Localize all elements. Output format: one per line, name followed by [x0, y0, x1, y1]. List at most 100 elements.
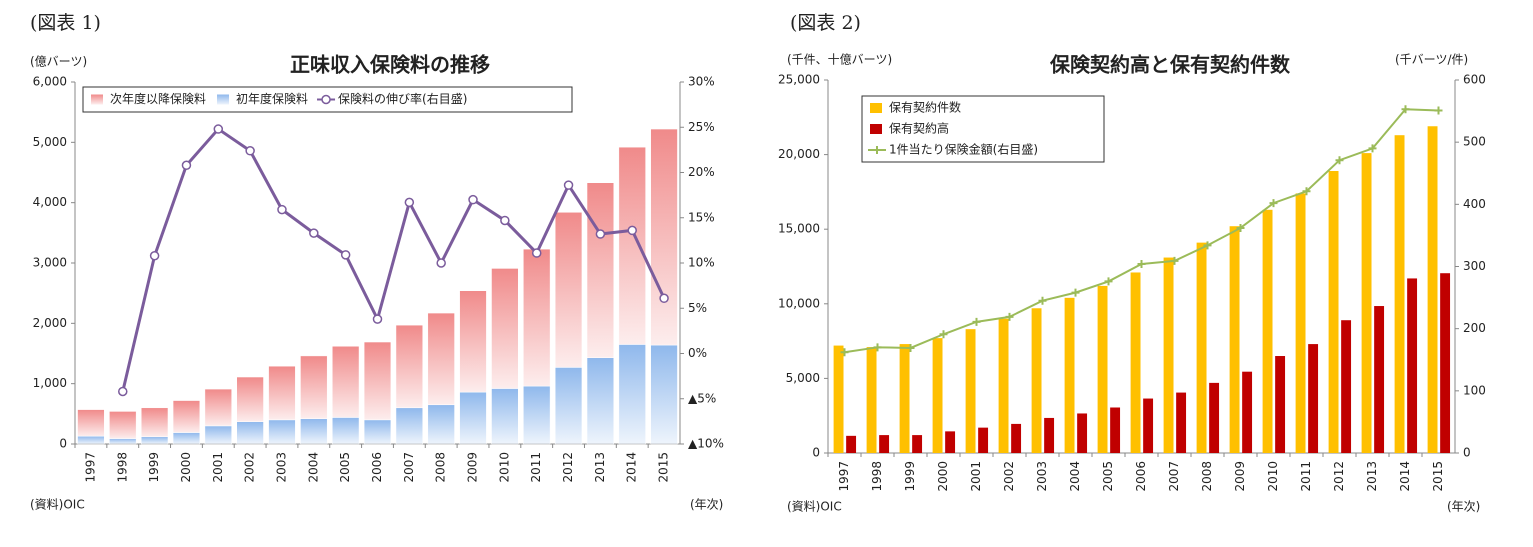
legend-swatch — [321, 94, 331, 105]
bar — [1196, 242, 1207, 453]
x-tick-label: 2011 — [1299, 461, 1313, 492]
x-tick-label: 2005 — [338, 452, 352, 483]
bar — [650, 344, 678, 445]
line-marker — [1269, 199, 1278, 208]
bar — [1064, 297, 1075, 453]
line-marker — [627, 225, 637, 236]
bar — [363, 341, 392, 421]
line-marker — [213, 124, 224, 134]
x-tick-label: 2007 — [402, 452, 416, 483]
bar — [1275, 356, 1286, 453]
x-tick-label: 2013 — [1365, 461, 1379, 492]
line-marker — [340, 250, 351, 260]
y-tick-label: 10,000 — [778, 296, 820, 310]
bar — [899, 344, 910, 453]
line-marker — [1401, 105, 1410, 114]
bar — [395, 407, 423, 445]
line-marker — [500, 215, 510, 226]
bar — [866, 347, 877, 453]
y-tick-label: 3,000 — [33, 256, 67, 270]
bar — [172, 400, 201, 433]
x-tick-label: 2003 — [1035, 461, 1049, 492]
x-tick-label: 2001 — [211, 452, 225, 483]
y-tick-label: 15,000 — [778, 222, 820, 236]
bar — [978, 427, 989, 453]
legend-label: 保険料の伸び率(右目盛) — [338, 91, 467, 106]
bar — [945, 431, 956, 453]
line-marker — [906, 343, 915, 352]
bar — [1341, 320, 1352, 453]
y2-tick-label: ▲5% — [688, 391, 716, 405]
x-tick-label: 1999 — [147, 452, 161, 483]
bar — [965, 329, 976, 453]
y2-axis-label: (千バーツ/件) — [1395, 53, 1468, 67]
x-tick-label: 2009 — [1233, 461, 1247, 492]
line-marker — [468, 194, 478, 205]
bar — [427, 312, 455, 406]
bar — [1110, 407, 1121, 453]
bar — [1209, 382, 1220, 453]
bar — [618, 146, 646, 345]
bar — [204, 425, 232, 445]
x-tick-label: 2014 — [1398, 461, 1412, 492]
bar — [586, 357, 615, 445]
y-tick-label: 25,000 — [778, 73, 820, 87]
bar — [1130, 272, 1141, 453]
y2-tick-label: 300 — [1463, 259, 1486, 273]
legend-swatch — [91, 94, 103, 105]
bar — [1044, 417, 1055, 453]
legend-label: 初年度保険料 — [236, 91, 308, 106]
bar — [879, 435, 890, 453]
y2-tick-label: 5% — [688, 301, 707, 315]
y2-tick-label: 100 — [1463, 383, 1486, 397]
bar — [204, 388, 232, 427]
x-tick-label: 2010 — [497, 452, 511, 483]
line-marker — [309, 228, 319, 238]
y2-tick-label: 200 — [1463, 321, 1486, 335]
bar — [459, 290, 487, 393]
bar — [236, 376, 264, 422]
line-marker — [1368, 144, 1377, 153]
x-tick-label: 2007 — [1167, 461, 1181, 492]
bar — [1077, 413, 1088, 453]
y-tick-label: 1,000 — [33, 376, 67, 390]
bar — [1143, 398, 1154, 453]
line-marker — [939, 330, 948, 339]
line-marker — [372, 314, 383, 324]
bar — [554, 367, 583, 445]
bar — [77, 435, 105, 445]
line-marker — [1005, 312, 1014, 321]
y2-tick-label: 30% — [688, 75, 715, 89]
bar — [523, 385, 551, 445]
bar — [109, 438, 137, 445]
bar — [1176, 392, 1187, 453]
bar — [618, 344, 646, 445]
bar — [1440, 273, 1451, 453]
y2-tick-label: 15% — [688, 210, 715, 224]
y-axis-label: (億バーツ) — [30, 55, 87, 69]
x-tick-label: 2008 — [1200, 461, 1214, 492]
bar — [1374, 306, 1385, 453]
line-marker — [404, 197, 415, 208]
line-marker — [595, 229, 606, 239]
bar — [998, 318, 1009, 453]
x-tick-label: 2013 — [593, 452, 607, 483]
line-marker — [1170, 256, 1179, 265]
bar — [1308, 344, 1319, 453]
line-marker — [563, 180, 574, 190]
bar — [1394, 135, 1405, 454]
x-tick-label: 1997 — [837, 461, 851, 492]
bar — [586, 182, 615, 358]
x-tick-label: 2001 — [969, 461, 983, 492]
y-tick-label: 4,000 — [33, 195, 67, 209]
bar — [1031, 308, 1042, 453]
x-tick-label: 1999 — [903, 461, 917, 492]
line-marker — [436, 258, 446, 268]
bar — [1262, 209, 1273, 453]
x-tick-label: 2000 — [936, 461, 950, 492]
source-note: (資料)OIC — [30, 498, 85, 512]
bar — [1097, 285, 1108, 453]
line-marker — [840, 348, 849, 357]
x-axis-label: (年次) — [1447, 500, 1480, 514]
